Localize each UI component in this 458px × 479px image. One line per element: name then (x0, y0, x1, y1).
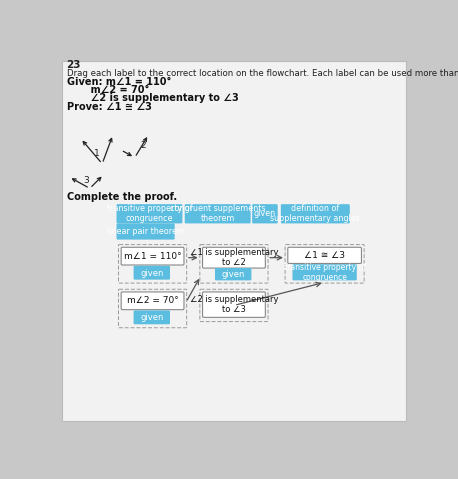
Text: ∠2 is supplementary
to ∠3: ∠2 is supplementary to ∠3 (190, 295, 278, 314)
Text: given: given (140, 313, 164, 322)
FancyBboxPatch shape (121, 292, 184, 309)
Text: definition of
supplementary angles: definition of supplementary angles (270, 204, 360, 224)
FancyBboxPatch shape (202, 292, 265, 318)
Text: linear pair theorem: linear pair theorem (107, 227, 185, 236)
Text: given: given (140, 269, 164, 277)
FancyBboxPatch shape (134, 266, 170, 280)
FancyBboxPatch shape (185, 204, 251, 223)
Text: Drag each label to the correct location on the flowchart. Each label can be used: Drag each label to the correct location … (66, 69, 458, 78)
FancyBboxPatch shape (215, 268, 251, 280)
Text: 23: 23 (66, 60, 81, 70)
Text: m∠2 = 70°: m∠2 = 70° (66, 85, 149, 95)
Text: ∠2 is supplementary to ∠3: ∠2 is supplementary to ∠3 (66, 92, 238, 103)
Text: given: given (254, 209, 276, 218)
Text: transitive property of
congruence: transitive property of congruence (107, 204, 192, 224)
Text: Complete the proof.: Complete the proof. (66, 192, 177, 202)
Text: 3: 3 (83, 176, 88, 185)
Text: ∠1 ≅ ∠3: ∠1 ≅ ∠3 (304, 251, 345, 260)
FancyBboxPatch shape (121, 247, 184, 265)
FancyBboxPatch shape (288, 247, 361, 263)
FancyBboxPatch shape (116, 204, 182, 223)
FancyBboxPatch shape (202, 247, 265, 268)
Text: given: given (222, 270, 245, 279)
Text: transitive property of
congruence: transitive property of congruence (284, 262, 365, 282)
FancyBboxPatch shape (281, 204, 350, 223)
Text: 1: 1 (94, 149, 100, 158)
Text: 2: 2 (140, 141, 146, 150)
FancyBboxPatch shape (62, 60, 406, 421)
FancyBboxPatch shape (252, 204, 278, 223)
Text: Given: m∠1 = 110°: Given: m∠1 = 110° (66, 77, 171, 87)
Text: congruent supplements
theorem: congruent supplements theorem (170, 204, 266, 224)
FancyBboxPatch shape (116, 223, 174, 240)
Text: m∠1 = 110°: m∠1 = 110° (124, 251, 181, 261)
Text: Prove: ∠1 ≅ ∠3: Prove: ∠1 ≅ ∠3 (66, 102, 152, 112)
Text: m∠2 = 70°: m∠2 = 70° (127, 297, 179, 305)
FancyBboxPatch shape (293, 264, 357, 280)
Text: ∠1 is supplementary
to ∠2: ∠1 is supplementary to ∠2 (190, 248, 278, 267)
FancyBboxPatch shape (134, 310, 170, 324)
